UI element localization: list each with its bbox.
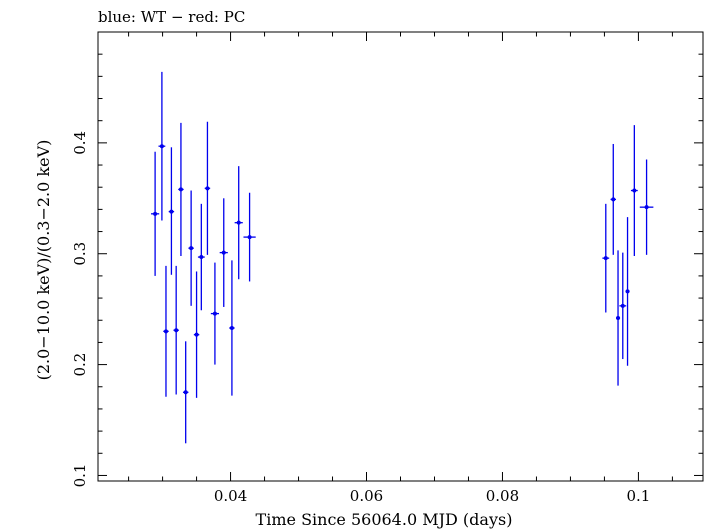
point-marker xyxy=(229,326,234,331)
point-marker xyxy=(644,205,649,210)
x-tick-label: 0.06 xyxy=(350,487,383,505)
data-point xyxy=(639,159,654,255)
point-marker xyxy=(205,186,210,191)
x-axis-label: Time Since 56064.0 MJD (days) xyxy=(256,510,513,529)
point-marker xyxy=(178,187,183,192)
data-point xyxy=(158,71,166,221)
point-marker xyxy=(169,209,174,214)
y-tick-label: 0.1 xyxy=(71,464,89,488)
y-tick-label: 0.2 xyxy=(71,353,89,377)
y-axis-label: (2.0−10.0 keV)/(0.3−2.0 keV) xyxy=(34,140,53,381)
data-point xyxy=(234,166,243,280)
point-marker xyxy=(625,289,630,294)
data-point xyxy=(610,143,616,255)
data-point xyxy=(210,262,219,365)
point-marker xyxy=(247,235,252,240)
data-point xyxy=(615,250,621,386)
x-axis: 0.04 0.06 0.08 0.1 xyxy=(128,32,673,505)
point-marker xyxy=(221,250,226,255)
data-point xyxy=(229,260,235,396)
data-point xyxy=(625,217,630,366)
data-point xyxy=(173,265,179,395)
point-marker xyxy=(189,246,194,251)
data-point xyxy=(197,203,205,311)
data-point xyxy=(193,271,200,398)
y-tick-label: 0.3 xyxy=(71,242,89,266)
point-marker xyxy=(194,332,199,337)
data-point xyxy=(163,265,169,397)
data-point xyxy=(630,125,638,256)
point-marker xyxy=(199,255,204,260)
point-marker xyxy=(183,390,188,395)
data-point xyxy=(602,203,610,313)
data-point xyxy=(178,122,184,256)
point-marker xyxy=(632,188,637,193)
data-point xyxy=(619,252,627,360)
data-point xyxy=(182,341,189,444)
y-axis: 0.1 0.2 0.3 0.4 xyxy=(71,31,703,488)
data-point xyxy=(188,190,194,306)
data-point xyxy=(243,192,256,282)
data-point xyxy=(168,147,175,275)
point-marker xyxy=(616,316,621,321)
point-marker xyxy=(153,211,158,216)
data-point xyxy=(219,198,228,307)
data-point xyxy=(204,121,211,255)
point-marker xyxy=(611,197,616,202)
point-marker xyxy=(603,256,608,261)
chart-title: blue: WT − red: PC xyxy=(98,8,245,26)
point-marker xyxy=(236,220,241,225)
point-marker xyxy=(212,311,217,316)
x-tick-label: 0.04 xyxy=(214,487,247,505)
y-tick-label: 0.4 xyxy=(71,131,89,155)
plot-frame xyxy=(97,31,704,482)
point-marker xyxy=(620,303,625,308)
point-marker xyxy=(163,329,168,334)
data-point xyxy=(151,151,160,276)
point-marker xyxy=(174,328,179,333)
data-series-wt xyxy=(151,71,654,444)
point-marker xyxy=(159,144,164,149)
x-tick-label: 0.08 xyxy=(486,487,519,505)
x-tick-label: 0.1 xyxy=(626,487,650,505)
